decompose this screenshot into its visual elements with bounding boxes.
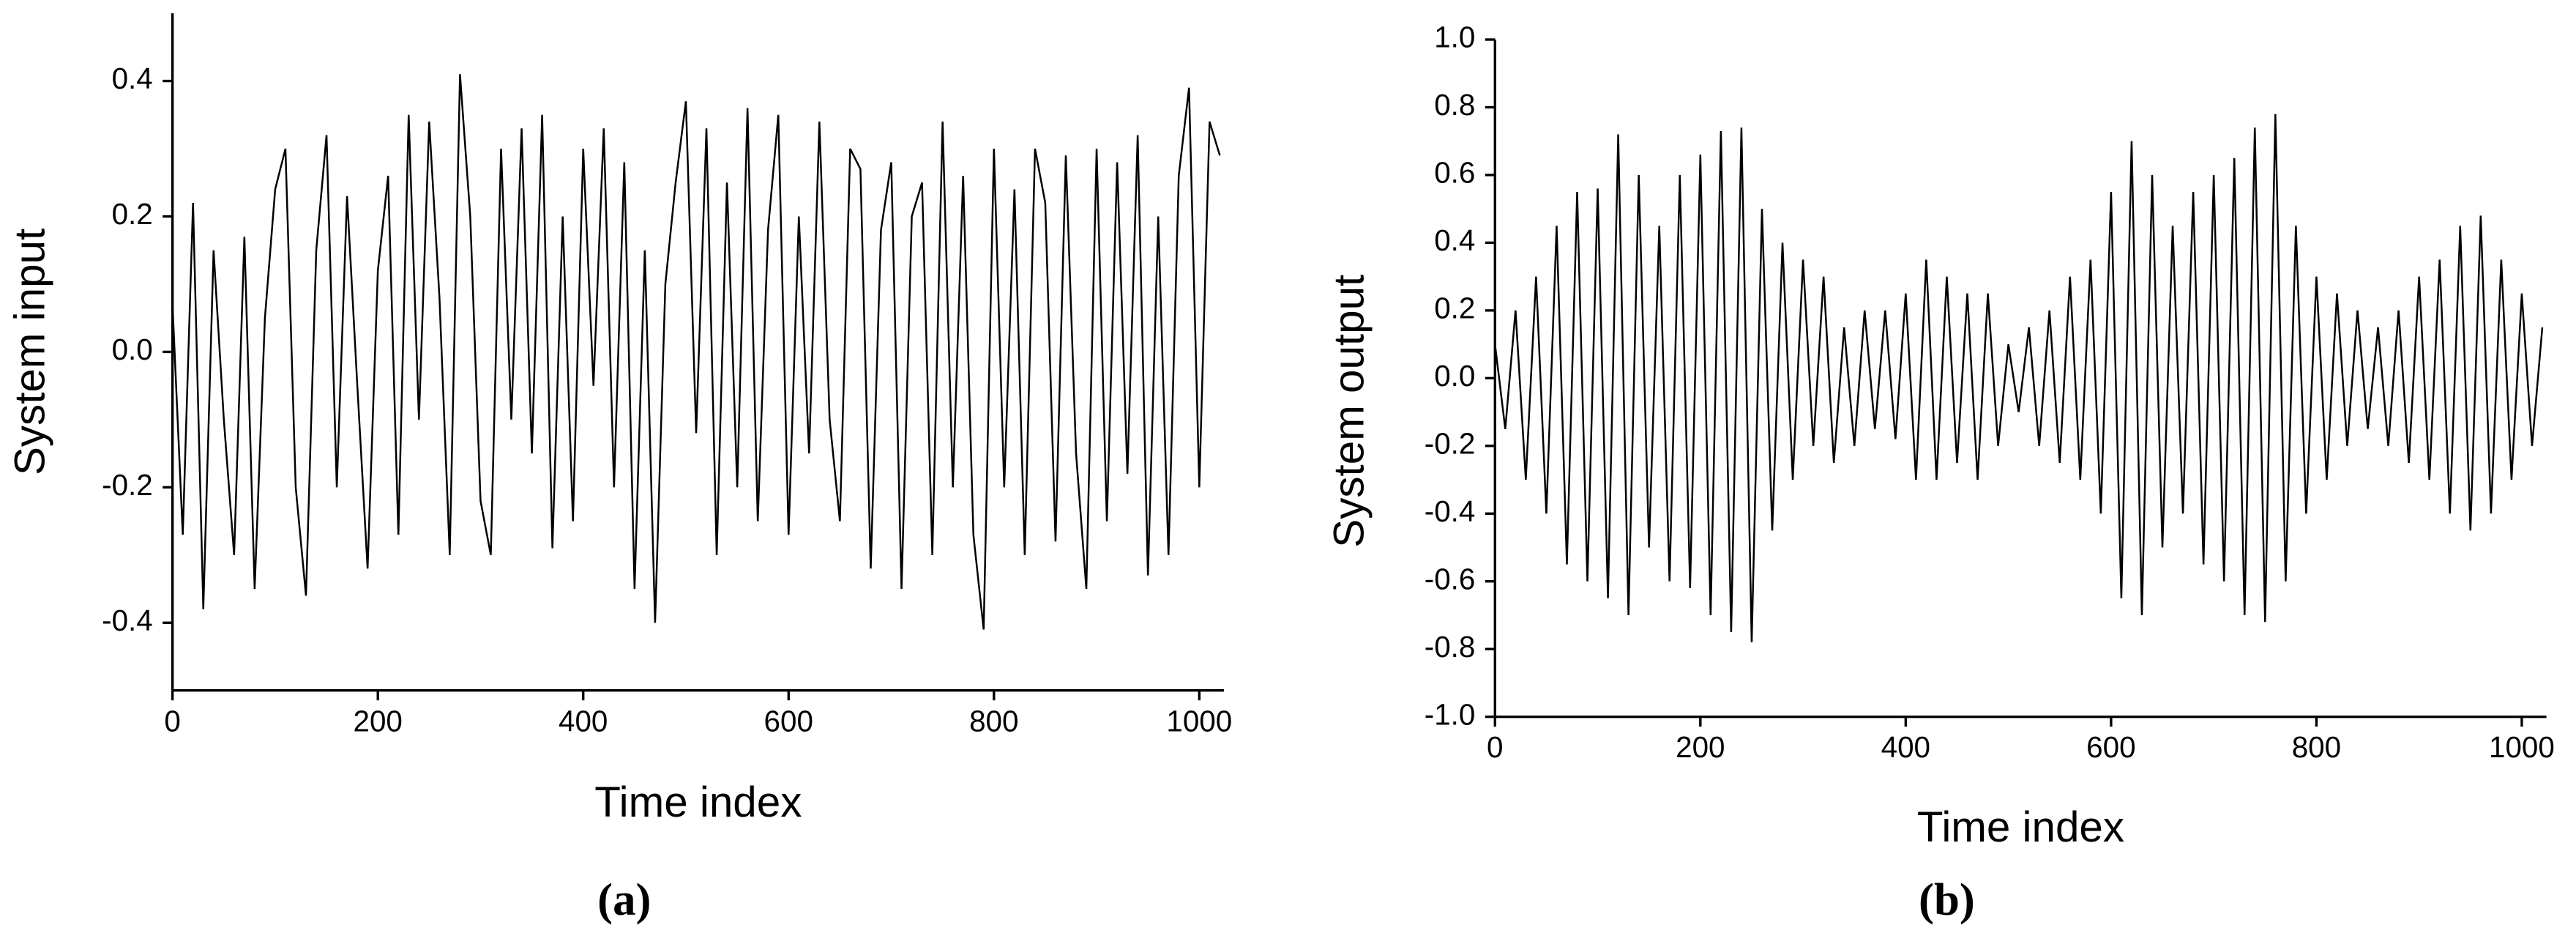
x-tick-label: 800 <box>969 704 1018 738</box>
y-axis-label: System input <box>6 229 53 475</box>
x-tick-label: 1000 <box>2489 730 2555 764</box>
y-axis-label: System output <box>1325 275 1373 548</box>
y-tick-label: 0.8 <box>1434 88 1475 122</box>
x-tick-label: 0 <box>164 704 180 738</box>
x-tick-label: 200 <box>1676 730 1725 764</box>
x-axis-label: Time index <box>594 779 802 826</box>
x-tick-label: 200 <box>353 704 402 738</box>
x-tick-label: 600 <box>764 704 813 738</box>
y-tick-label: -0.2 <box>102 468 153 502</box>
x-tick-label: 400 <box>1881 730 1930 764</box>
y-tick-label: -0.2 <box>1425 426 1476 460</box>
data-line <box>171 74 1221 630</box>
y-tick-label: 0.2 <box>1434 291 1475 325</box>
x-tick-label: 0 <box>1487 730 1503 764</box>
y-tick-label: 0.6 <box>1434 156 1475 190</box>
y-tick-label: -1.0 <box>1425 697 1476 731</box>
x-tick-label: 1000 <box>1166 704 1232 738</box>
panel-caption: (b) <box>1919 874 1975 925</box>
data-line <box>1494 114 2544 642</box>
x-axis-label: Time index <box>1917 803 2124 851</box>
y-tick-label: -0.4 <box>102 604 153 637</box>
y-tick-label: 1.0 <box>1434 21 1475 54</box>
y-tick-label: -0.4 <box>1425 494 1476 528</box>
y-tick-label: -0.6 <box>1425 562 1476 595</box>
x-tick-label: 600 <box>2086 730 2135 764</box>
x-tick-label: 800 <box>2292 730 2341 764</box>
y-tick-label: -0.8 <box>1425 630 1476 664</box>
y-tick-label: 0.2 <box>112 197 153 231</box>
y-tick-label: 0.4 <box>1434 223 1475 257</box>
y-tick-label: 0.4 <box>112 62 153 95</box>
y-tick-label: 0.0 <box>1434 359 1475 393</box>
y-tick-label: 0.0 <box>112 333 153 366</box>
x-tick-label: 400 <box>559 704 608 738</box>
panel-caption: (a) <box>597 874 651 925</box>
